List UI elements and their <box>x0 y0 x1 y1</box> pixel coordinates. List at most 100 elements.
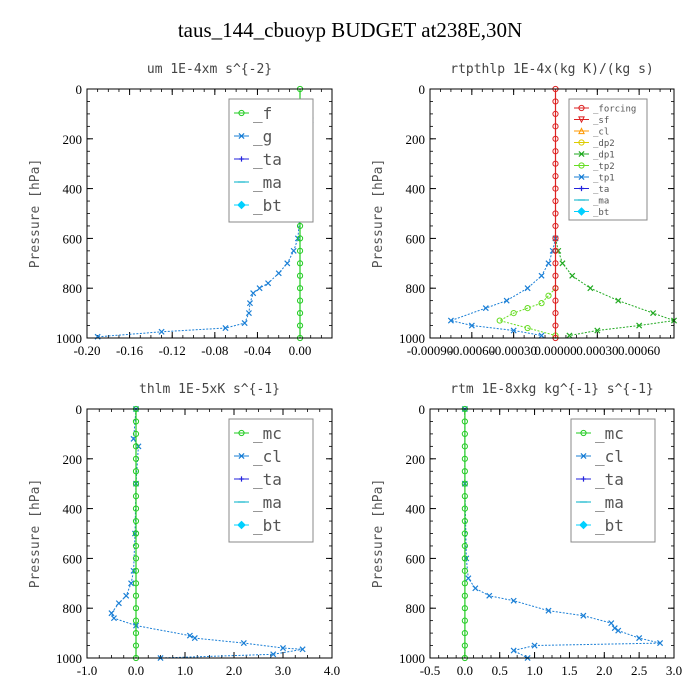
legend-label: _ta <box>593 185 609 195</box>
legend-label: _bt <box>253 516 282 535</box>
x-tick-label: 1.5 <box>561 663 577 678</box>
data-point <box>461 567 468 574</box>
data-point <box>131 530 139 537</box>
legend-label: _bt <box>595 516 624 535</box>
data-point <box>296 222 304 230</box>
data-point <box>132 517 140 525</box>
data-point <box>552 222 559 230</box>
data-point <box>636 635 643 642</box>
data-point <box>296 297 304 304</box>
legend-marker <box>238 132 245 140</box>
x-tick-label: 2.0 <box>596 663 612 678</box>
data-point <box>299 646 306 653</box>
x-tick-label: -0.12 <box>159 343 186 358</box>
data-point <box>486 592 493 599</box>
data-point <box>461 455 468 462</box>
data-point <box>290 247 297 254</box>
data-point <box>461 493 468 500</box>
data-point <box>461 555 468 562</box>
data-point <box>110 615 117 622</box>
x-tick-label: 0.0 <box>128 663 144 678</box>
x-tick-label: 3.0 <box>666 663 682 678</box>
y-tick-label: 600 <box>63 231 83 246</box>
legend-label: _f <box>253 104 272 123</box>
data-point <box>461 580 468 587</box>
x-tick-label: -0.5 <box>420 663 441 678</box>
data-point <box>296 322 304 329</box>
legend-marker <box>577 207 586 216</box>
data-point <box>461 530 468 537</box>
legend-marker <box>578 173 585 181</box>
y-tick-label: 400 <box>406 182 426 197</box>
legend-label: _dp1 <box>593 151 615 161</box>
data-point <box>552 285 559 292</box>
data-point <box>657 640 664 647</box>
y-tick-label: 1000 <box>56 651 82 666</box>
y-tick-label: 200 <box>63 132 83 147</box>
y-tick-label: 800 <box>63 601 83 616</box>
legend-marker <box>579 520 588 530</box>
data-point <box>510 647 517 654</box>
data-point <box>503 297 510 304</box>
legend-label: _ta <box>253 150 282 169</box>
legend-label: _dp2 <box>593 139 615 149</box>
data-point <box>461 605 468 612</box>
legend-marker <box>580 452 587 460</box>
y-tick-label: 0 <box>76 82 83 97</box>
data-point <box>587 285 594 292</box>
plot-frame <box>429 88 675 339</box>
panel-title: rtpthlp 1E-4x(kg K)/(kg s) <box>450 62 654 77</box>
legend-label: _g <box>253 127 272 146</box>
data-point <box>552 210 559 217</box>
data-point <box>615 297 622 304</box>
data-point <box>245 310 252 317</box>
data-point <box>461 418 468 425</box>
x-tick-label: -0.20 <box>73 343 100 358</box>
data-point <box>608 620 615 627</box>
data-point <box>531 642 538 649</box>
data-point <box>270 651 277 658</box>
legend-label: _cl <box>253 447 282 466</box>
data-point <box>524 324 531 332</box>
data-point <box>552 322 559 329</box>
x-tick-label: 0.0 <box>457 663 473 678</box>
x-tick-label: 1.0 <box>177 663 193 678</box>
panel-1: um 1E-4xm s^{-2} Pressure [hPa] 0 200 400 600… <box>28 62 333 358</box>
data-point <box>545 260 552 267</box>
data-point <box>132 542 140 550</box>
legend-marker <box>237 520 246 530</box>
x-tick-label: -0.16 <box>116 343 144 358</box>
y-tick-label: 0 <box>76 402 83 417</box>
data-point <box>241 320 248 327</box>
legend-label: _tp2 <box>593 162 615 172</box>
legend-marker <box>238 429 245 437</box>
data-point <box>132 455 140 462</box>
data-point <box>510 327 517 334</box>
data-point <box>296 235 304 242</box>
y-axis-label: Pressure [hPa] <box>371 479 386 589</box>
data-point <box>130 435 137 442</box>
data-point <box>566 332 573 339</box>
data-point <box>580 612 587 619</box>
legend-marker <box>238 452 245 460</box>
y-tick-label: 200 <box>63 452 83 467</box>
legend-label: _forcing <box>593 105 636 115</box>
x-tick-label: -0.04 <box>244 343 272 358</box>
series-line-dp1 <box>555 238 675 336</box>
legend-marker <box>238 156 245 162</box>
data-point <box>296 247 304 254</box>
data-point <box>246 300 254 307</box>
legend-marker <box>578 127 585 135</box>
data-point <box>132 605 140 612</box>
legend-label: _mc <box>595 424 624 443</box>
data-point <box>132 530 140 537</box>
data-point <box>472 585 479 592</box>
data-point <box>132 430 140 437</box>
y-tick-label: 200 <box>406 132 426 147</box>
data-point <box>447 317 454 324</box>
data-point <box>296 260 304 267</box>
figure-title: taus_144_cbuoyp BUDGET at238E,30N <box>177 18 523 42</box>
y-tick-label: 200 <box>406 452 426 467</box>
x-tick-label: 0.00030 <box>576 343 618 358</box>
